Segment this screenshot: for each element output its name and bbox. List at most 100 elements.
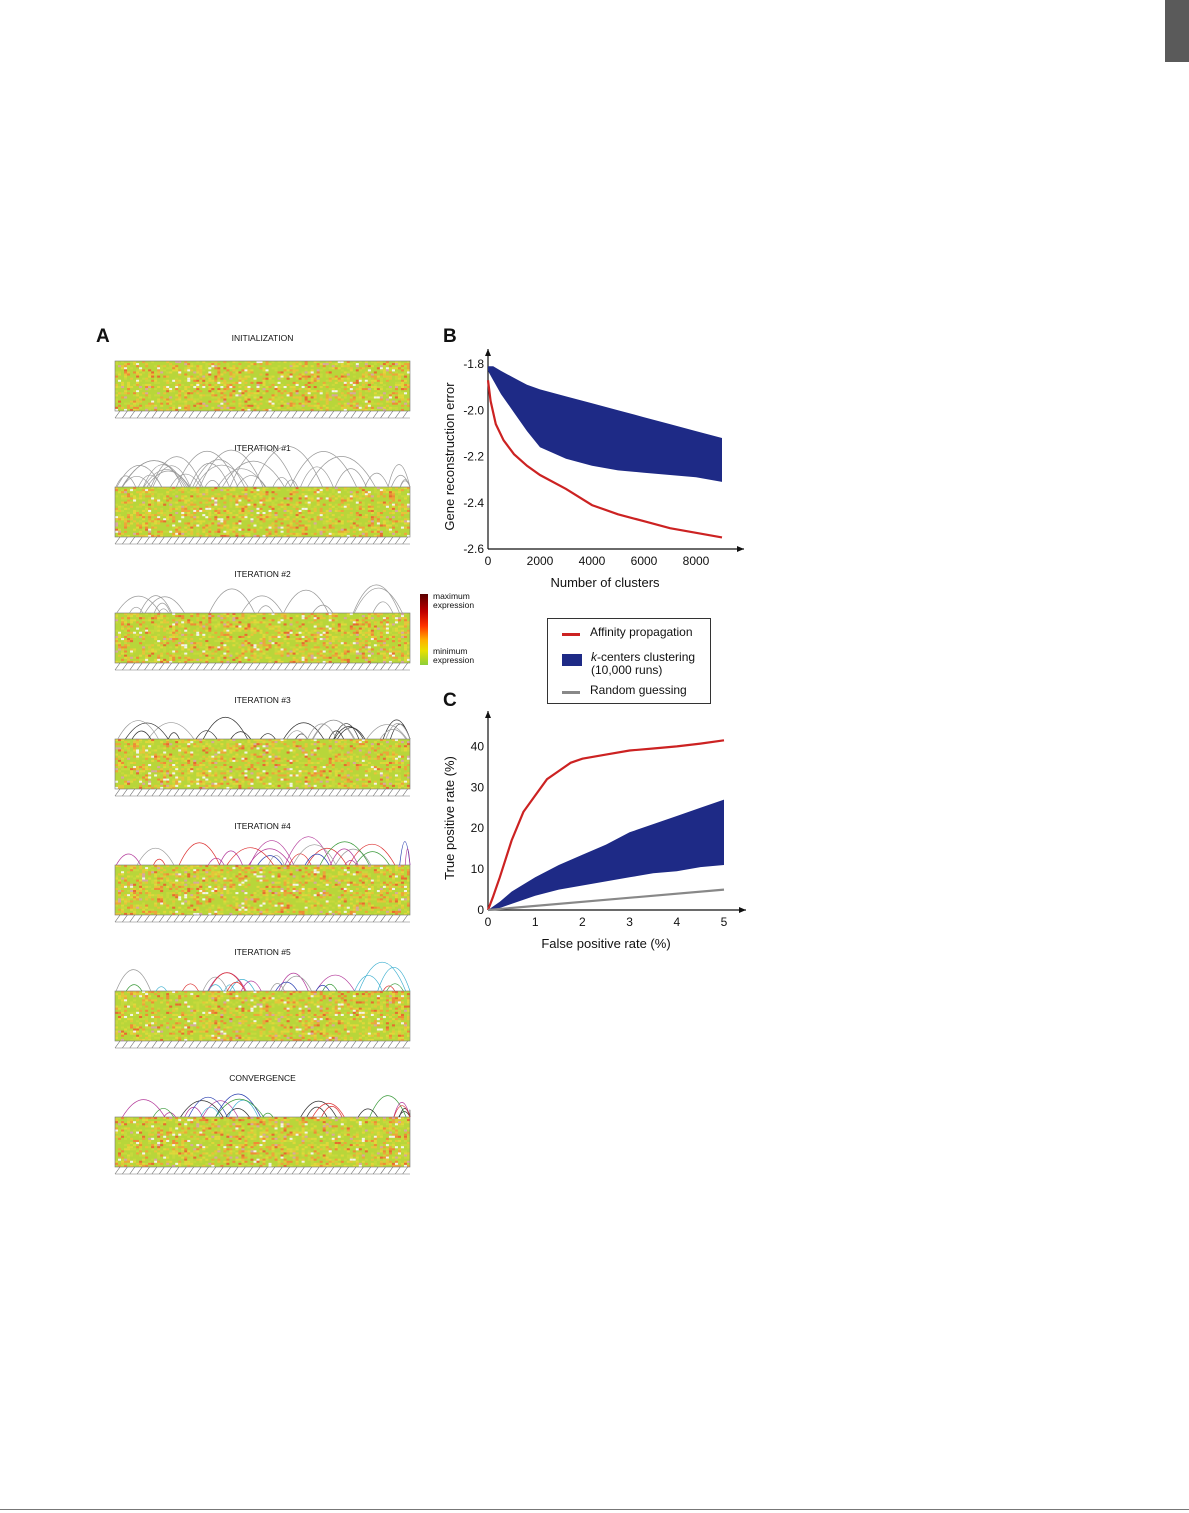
- heatmap-cell: [271, 741, 275, 744]
- heatmap-tick-mark: [240, 662, 246, 671]
- heatmap-cell: [346, 631, 350, 634]
- heatmap-cell: [343, 617, 347, 620]
- heatmap-cell: [394, 408, 398, 411]
- heatmap-cell: [235, 753, 239, 756]
- heatmap-cell: [127, 534, 131, 537]
- heatmap-cell: [394, 753, 398, 756]
- heatmap-cell: [298, 650, 302, 653]
- heatmap-cell: [223, 534, 227, 537]
- heatmap-tick-mark: [203, 788, 209, 797]
- heatmap-cell: [355, 383, 359, 386]
- heatmap-cell: [271, 747, 275, 750]
- heatmap-cell: [304, 774, 308, 777]
- heatmap-cell: [199, 642, 203, 645]
- heatmap-cell: [205, 365, 209, 368]
- heatmap-cell: [322, 770, 326, 773]
- heatmap-cell: [382, 757, 386, 760]
- heatmap-cell: [328, 764, 332, 767]
- heatmap-cell: [214, 652, 218, 655]
- heatmap-cell: [358, 377, 362, 380]
- heatmap-cell: [253, 402, 257, 405]
- heatmap-cell: [145, 365, 149, 368]
- heatmap-cell: [382, 660, 386, 663]
- heatmap-cell: [184, 379, 188, 382]
- heatmap-cell: [124, 371, 128, 374]
- heatmap-cell: [172, 369, 176, 372]
- heatmap-cell: [295, 631, 299, 634]
- heatmap-cell: [319, 363, 323, 366]
- heatmap-cell: [148, 408, 152, 411]
- heatmap-cell: [133, 778, 137, 781]
- heatmap-cell: [310, 489, 314, 492]
- heatmap-cell: [214, 522, 218, 525]
- heatmap-cell: [148, 532, 152, 535]
- heatmap-cell: [388, 761, 392, 764]
- heatmap-cell: [364, 361, 368, 364]
- heatmap-cell: [346, 635, 350, 638]
- heatmap-cell: [196, 623, 200, 626]
- heatmap-cell: [151, 621, 155, 624]
- heatmap-cell: [142, 650, 146, 653]
- heatmap-cell: [142, 629, 146, 632]
- heatmap-cell: [289, 660, 293, 663]
- heatmap-cell: [394, 613, 398, 616]
- heatmap-cell: [316, 761, 320, 764]
- heatmap-cell: [286, 528, 290, 531]
- heatmap-cell: [343, 739, 347, 742]
- heatmap-cell: [166, 516, 170, 519]
- heatmap-cell: [358, 388, 362, 391]
- heatmap-cell: [133, 656, 137, 659]
- heatmap-cell: [118, 373, 122, 376]
- heatmap-cell: [388, 487, 392, 490]
- heatmap-cell: [214, 487, 218, 490]
- heatmap-cell: [226, 784, 230, 787]
- heatmap-cell: [145, 786, 149, 789]
- heatmap-cell: [151, 743, 155, 746]
- heatmap-cell: [121, 381, 125, 384]
- heatmap-cell: [355, 518, 359, 521]
- heatmap-cell: [274, 400, 278, 403]
- heatmap-cell: [202, 615, 206, 618]
- heatmap-cell: [199, 646, 203, 649]
- heatmap-cell: [400, 383, 404, 386]
- heatmap-cell: [382, 371, 386, 374]
- heatmap-cell: [292, 518, 296, 521]
- heatmap-cell: [127, 373, 131, 376]
- heatmap-cell: [274, 388, 278, 391]
- heatmap-cell: [301, 631, 305, 634]
- heatmap-cell: [136, 613, 140, 616]
- heatmap-cell: [157, 784, 161, 787]
- heatmap-cell: [313, 526, 317, 529]
- heatmap-cell: [163, 650, 167, 653]
- heatmap-cell: [262, 367, 266, 370]
- heatmap-cell: [172, 739, 176, 742]
- heatmap-cell: [349, 497, 353, 500]
- heatmap-cell: [403, 774, 407, 777]
- heatmap-cell: [358, 392, 362, 395]
- heatmap-cell: [367, 642, 371, 645]
- heatmap-cell: [160, 396, 164, 399]
- heatmap-cell: [244, 367, 248, 370]
- heatmap-cell: [202, 530, 206, 533]
- heatmap-cell: [295, 745, 299, 748]
- heatmap-cell: [148, 489, 152, 492]
- heatmap-tick-mark: [254, 536, 261, 545]
- heatmap-cell: [256, 629, 260, 632]
- heatmap-cell: [196, 633, 200, 636]
- heatmap-cell: [259, 619, 263, 622]
- heatmap-cell: [385, 755, 389, 758]
- heatmap-cell: [286, 373, 290, 376]
- heatmap-cell: [262, 741, 266, 744]
- heatmap-tick-mark: [395, 662, 401, 671]
- heatmap-cell: [196, 487, 200, 490]
- heatmap-cell: [145, 629, 149, 632]
- heatmap-cell: [361, 755, 365, 758]
- heatmap-cell: [331, 770, 335, 773]
- heatmap-cell: [328, 396, 332, 399]
- heatmap-cell: [142, 745, 146, 748]
- heatmap-cell: [406, 371, 410, 374]
- heatmap-cell: [127, 780, 131, 783]
- heatmap-cell: [373, 509, 377, 512]
- heatmap-cell: [121, 497, 125, 500]
- heatmap-cell: [298, 757, 302, 760]
